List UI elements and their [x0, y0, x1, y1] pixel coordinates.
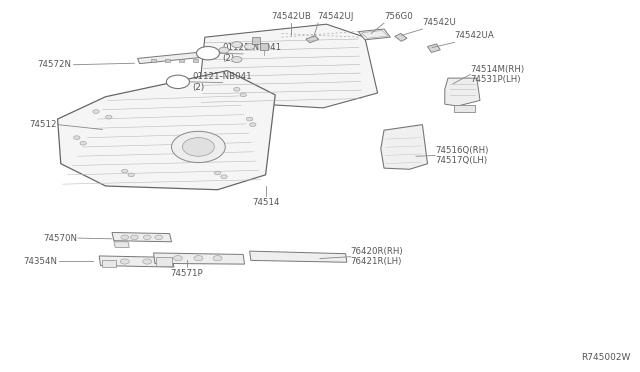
Text: 74354N: 74354N — [24, 257, 58, 266]
Polygon shape — [156, 257, 172, 266]
Text: 74512: 74512 — [29, 120, 56, 129]
Polygon shape — [250, 251, 347, 262]
Text: 74542UB: 74542UB — [271, 12, 311, 21]
Circle shape — [80, 141, 86, 145]
Polygon shape — [58, 71, 275, 190]
Circle shape — [121, 235, 129, 240]
Circle shape — [232, 57, 242, 62]
Circle shape — [93, 110, 99, 113]
Bar — [151, 59, 156, 62]
Polygon shape — [112, 232, 172, 242]
Text: 01121-N8041
(2): 01121-N8041 (2) — [223, 44, 282, 63]
Circle shape — [173, 256, 182, 261]
Bar — [193, 59, 198, 62]
Circle shape — [143, 235, 151, 240]
Circle shape — [240, 93, 246, 97]
Circle shape — [244, 44, 255, 49]
Text: 74571P: 74571P — [171, 269, 203, 278]
Text: 74570N: 74570N — [43, 234, 77, 243]
Text: 74572N: 74572N — [38, 60, 72, 69]
Bar — [260, 43, 268, 50]
Text: 74542UA: 74542UA — [454, 31, 494, 40]
Text: B: B — [175, 77, 181, 86]
Polygon shape — [454, 105, 475, 112]
Polygon shape — [99, 256, 174, 267]
Polygon shape — [198, 24, 378, 108]
Text: 74514: 74514 — [252, 198, 279, 207]
Circle shape — [213, 256, 222, 261]
Bar — [252, 37, 260, 44]
Circle shape — [234, 87, 240, 91]
Circle shape — [221, 175, 227, 179]
Circle shape — [106, 115, 112, 119]
Text: 74542UJ: 74542UJ — [317, 12, 354, 21]
Polygon shape — [358, 29, 390, 40]
Circle shape — [196, 46, 220, 60]
Circle shape — [143, 259, 152, 264]
Circle shape — [122, 169, 128, 173]
Circle shape — [155, 235, 163, 240]
Text: 756G0: 756G0 — [384, 12, 413, 21]
Circle shape — [182, 138, 214, 156]
Polygon shape — [154, 253, 244, 264]
Polygon shape — [445, 78, 480, 106]
Circle shape — [166, 75, 189, 89]
Polygon shape — [428, 44, 440, 52]
Text: 74542U: 74542U — [422, 18, 456, 27]
Circle shape — [128, 173, 134, 177]
Circle shape — [74, 136, 80, 140]
Circle shape — [120, 259, 129, 264]
Circle shape — [250, 123, 256, 126]
Circle shape — [131, 235, 138, 240]
Circle shape — [246, 117, 253, 121]
Text: 76420R(RH)
76421R(LH): 76420R(RH) 76421R(LH) — [351, 247, 403, 266]
Polygon shape — [381, 125, 428, 169]
Bar — [165, 59, 170, 62]
Circle shape — [232, 42, 242, 48]
Circle shape — [194, 256, 203, 261]
Bar — [179, 59, 184, 62]
Text: 74516Q(RH)
74517Q(LH): 74516Q(RH) 74517Q(LH) — [435, 146, 488, 165]
Polygon shape — [114, 242, 129, 247]
Circle shape — [219, 47, 229, 53]
Text: 01121-NB041
(2): 01121-NB041 (2) — [192, 72, 252, 92]
Text: R745002W: R745002W — [581, 353, 630, 362]
Polygon shape — [102, 260, 116, 267]
Text: 74514M(RH)
74531P(LH): 74514M(RH) 74531P(LH) — [470, 65, 525, 84]
Circle shape — [172, 131, 225, 163]
Polygon shape — [306, 36, 319, 43]
Polygon shape — [138, 51, 210, 64]
Text: B: B — [205, 49, 211, 58]
Polygon shape — [395, 33, 407, 41]
Circle shape — [214, 171, 221, 175]
